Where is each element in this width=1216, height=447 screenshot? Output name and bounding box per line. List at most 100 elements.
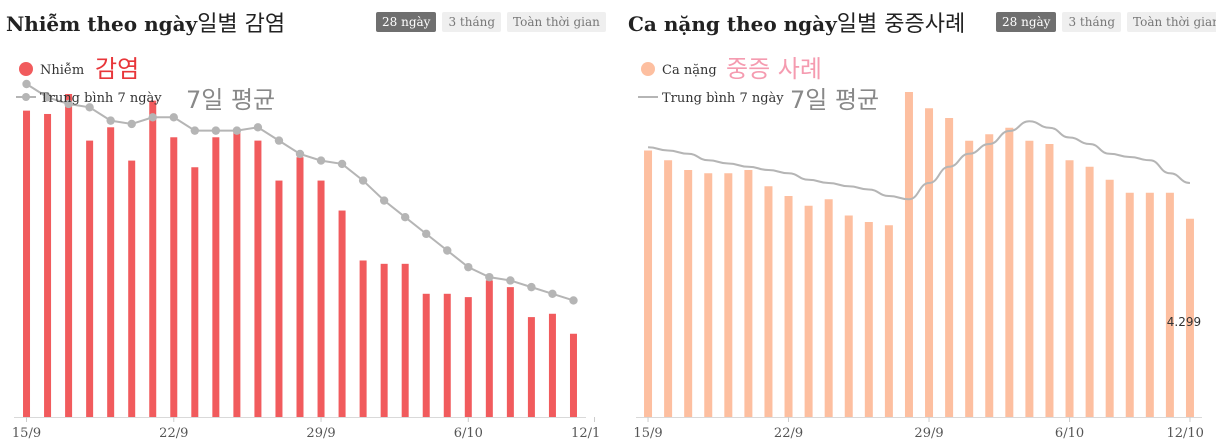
bar-7 bbox=[784, 196, 793, 417]
bar-0 bbox=[23, 110, 31, 417]
range-all-time-button[interactable]: Toàn thời gian bbox=[1127, 12, 1216, 32]
range-28-days-button[interactable]: 28 ngày bbox=[996, 12, 1057, 32]
bar-4 bbox=[724, 173, 733, 417]
bar-26 bbox=[1165, 192, 1174, 417]
x-tick-label-0: 15/9 bbox=[633, 426, 662, 441]
avg-point-21 bbox=[464, 262, 473, 272]
bar-14 bbox=[317, 180, 325, 417]
chart-panel-infections: Nhiễm theo ngày일별 감염 28 ngày 3 tháng Toà… bbox=[0, 0, 606, 447]
bar-3 bbox=[704, 173, 713, 417]
legend-annotation-bars: 감염 bbox=[95, 55, 139, 83]
avg-point-5 bbox=[127, 119, 136, 129]
avg-point-18 bbox=[400, 213, 410, 222]
bar-6 bbox=[764, 186, 773, 417]
avg-line bbox=[648, 120, 1191, 201]
bar-4 bbox=[107, 127, 115, 417]
range-all-time-button[interactable]: Toàn thời gian bbox=[507, 12, 606, 32]
x-tick-label-3: 6/10 bbox=[454, 426, 483, 441]
chart-title: Nhiễm theo ngày일별 감염 bbox=[6, 6, 285, 38]
avg-point-24 bbox=[527, 282, 536, 292]
bar-11 bbox=[254, 140, 262, 418]
avg-point-9 bbox=[211, 126, 221, 135]
legend-label-line: Trung bình 7 ngày bbox=[40, 91, 162, 106]
avg-point-1 bbox=[43, 93, 52, 102]
avg-point-19 bbox=[422, 229, 431, 239]
bar-16 bbox=[359, 260, 367, 417]
bar-3 bbox=[86, 140, 94, 418]
bar-10 bbox=[233, 130, 241, 417]
bar-7 bbox=[170, 137, 178, 417]
chart-infections-plot: 15/9 22/9 29/9 6/10 12/10 Nhiễm 감염 Trung bình 7… bbox=[12, 55, 600, 441]
bar-23 bbox=[506, 287, 514, 417]
chart-panel-severe-cases: Ca nặng theo ngày일별 중증사례 28 ngày 3 tháng… bbox=[622, 0, 1216, 447]
bar-5 bbox=[128, 160, 136, 417]
avg-point-8 bbox=[190, 126, 200, 135]
bar-8 bbox=[804, 205, 813, 417]
avg-point-23 bbox=[506, 276, 515, 285]
legend-label-line: Trung bình 7 ngày bbox=[662, 91, 784, 106]
bar-2 bbox=[65, 93, 73, 418]
chart-title-text: Ca nặng theo ngày bbox=[628, 12, 837, 36]
bar-23 bbox=[1105, 179, 1114, 417]
bar-11 bbox=[864, 222, 873, 417]
bar-22 bbox=[485, 280, 493, 417]
bar-21 bbox=[1065, 160, 1074, 417]
data-label: 4.299 bbox=[1167, 315, 1201, 329]
bar-1 bbox=[664, 160, 673, 417]
chart-title: Ca nặng theo ngày일별 중증사례 bbox=[628, 6, 965, 38]
bar-1 bbox=[44, 113, 52, 417]
avg-point-20 bbox=[443, 246, 452, 255]
avg-point-26 bbox=[569, 296, 578, 305]
range-3-months-button[interactable]: 3 tháng bbox=[1062, 12, 1122, 32]
x-tick-label-1: 22/9 bbox=[159, 426, 188, 441]
avg-point-0 bbox=[22, 79, 31, 89]
avg-point-4 bbox=[106, 116, 115, 125]
bar-18 bbox=[401, 263, 409, 417]
bar-25 bbox=[548, 313, 556, 417]
legend-label-bars: Nhiễm bbox=[40, 62, 84, 78]
range-buttons: 28 ngày 3 tháng Toàn thời gian bbox=[376, 12, 606, 32]
avg-point-15 bbox=[337, 159, 347, 169]
avg-point-7 bbox=[169, 113, 178, 122]
avg-point-3 bbox=[85, 103, 94, 112]
bar-20 bbox=[443, 293, 451, 417]
bar-17 bbox=[380, 263, 388, 417]
bar-21 bbox=[464, 297, 472, 417]
bar-15 bbox=[338, 210, 346, 417]
chart-title-text: Nhiễm theo ngày bbox=[6, 12, 198, 36]
bar-14 bbox=[925, 108, 934, 417]
avg-point-12 bbox=[274, 136, 284, 145]
avg-point-2 bbox=[64, 99, 73, 109]
avg-point-14 bbox=[316, 156, 326, 165]
x-tick-label-2: 29/9 bbox=[914, 426, 943, 441]
legend-annotation-line: 7일 평균 bbox=[186, 86, 275, 114]
legend-swatch-bars bbox=[19, 62, 33, 76]
bar-25 bbox=[1145, 192, 1154, 417]
avg-point-16 bbox=[358, 176, 368, 185]
x-tick-label-1: 22/9 bbox=[774, 426, 803, 441]
x-tick-label-4: 12/10 bbox=[571, 426, 600, 441]
bar-27 bbox=[1185, 218, 1194, 417]
bar-8 bbox=[191, 167, 199, 417]
bar-13 bbox=[904, 92, 913, 417]
bar-10 bbox=[844, 215, 853, 417]
legend-annotation-line: 7일 평균 bbox=[790, 86, 879, 114]
bar-12 bbox=[275, 180, 283, 417]
avg-point-13 bbox=[295, 149, 305, 159]
chart-severe-cases-plot: 15/9 22/9 29/9 6/10 12/10 4.299 Ca nặng 중증 사례 Tr… bbox=[633, 55, 1204, 441]
avg-point-17 bbox=[379, 196, 389, 205]
range-28-days-button[interactable]: 28 ngày bbox=[376, 12, 437, 32]
bar-24 bbox=[1125, 192, 1134, 417]
chart-title-annotation: 일별 중증사례 bbox=[836, 12, 966, 37]
avg-point-25 bbox=[548, 289, 557, 298]
bar-26 bbox=[569, 333, 577, 417]
legend-swatch-dot bbox=[22, 93, 30, 101]
bar-19 bbox=[422, 293, 430, 417]
bar-24 bbox=[527, 317, 535, 417]
range-buttons: 28 ngày 3 tháng Toàn thời gian bbox=[996, 12, 1216, 32]
bar-6 bbox=[149, 100, 157, 418]
range-3-months-button[interactable]: 3 tháng bbox=[442, 12, 502, 32]
x-tick-label-4: 12/10 bbox=[1166, 426, 1203, 441]
bar-12 bbox=[884, 225, 893, 417]
bar-9 bbox=[212, 137, 220, 417]
